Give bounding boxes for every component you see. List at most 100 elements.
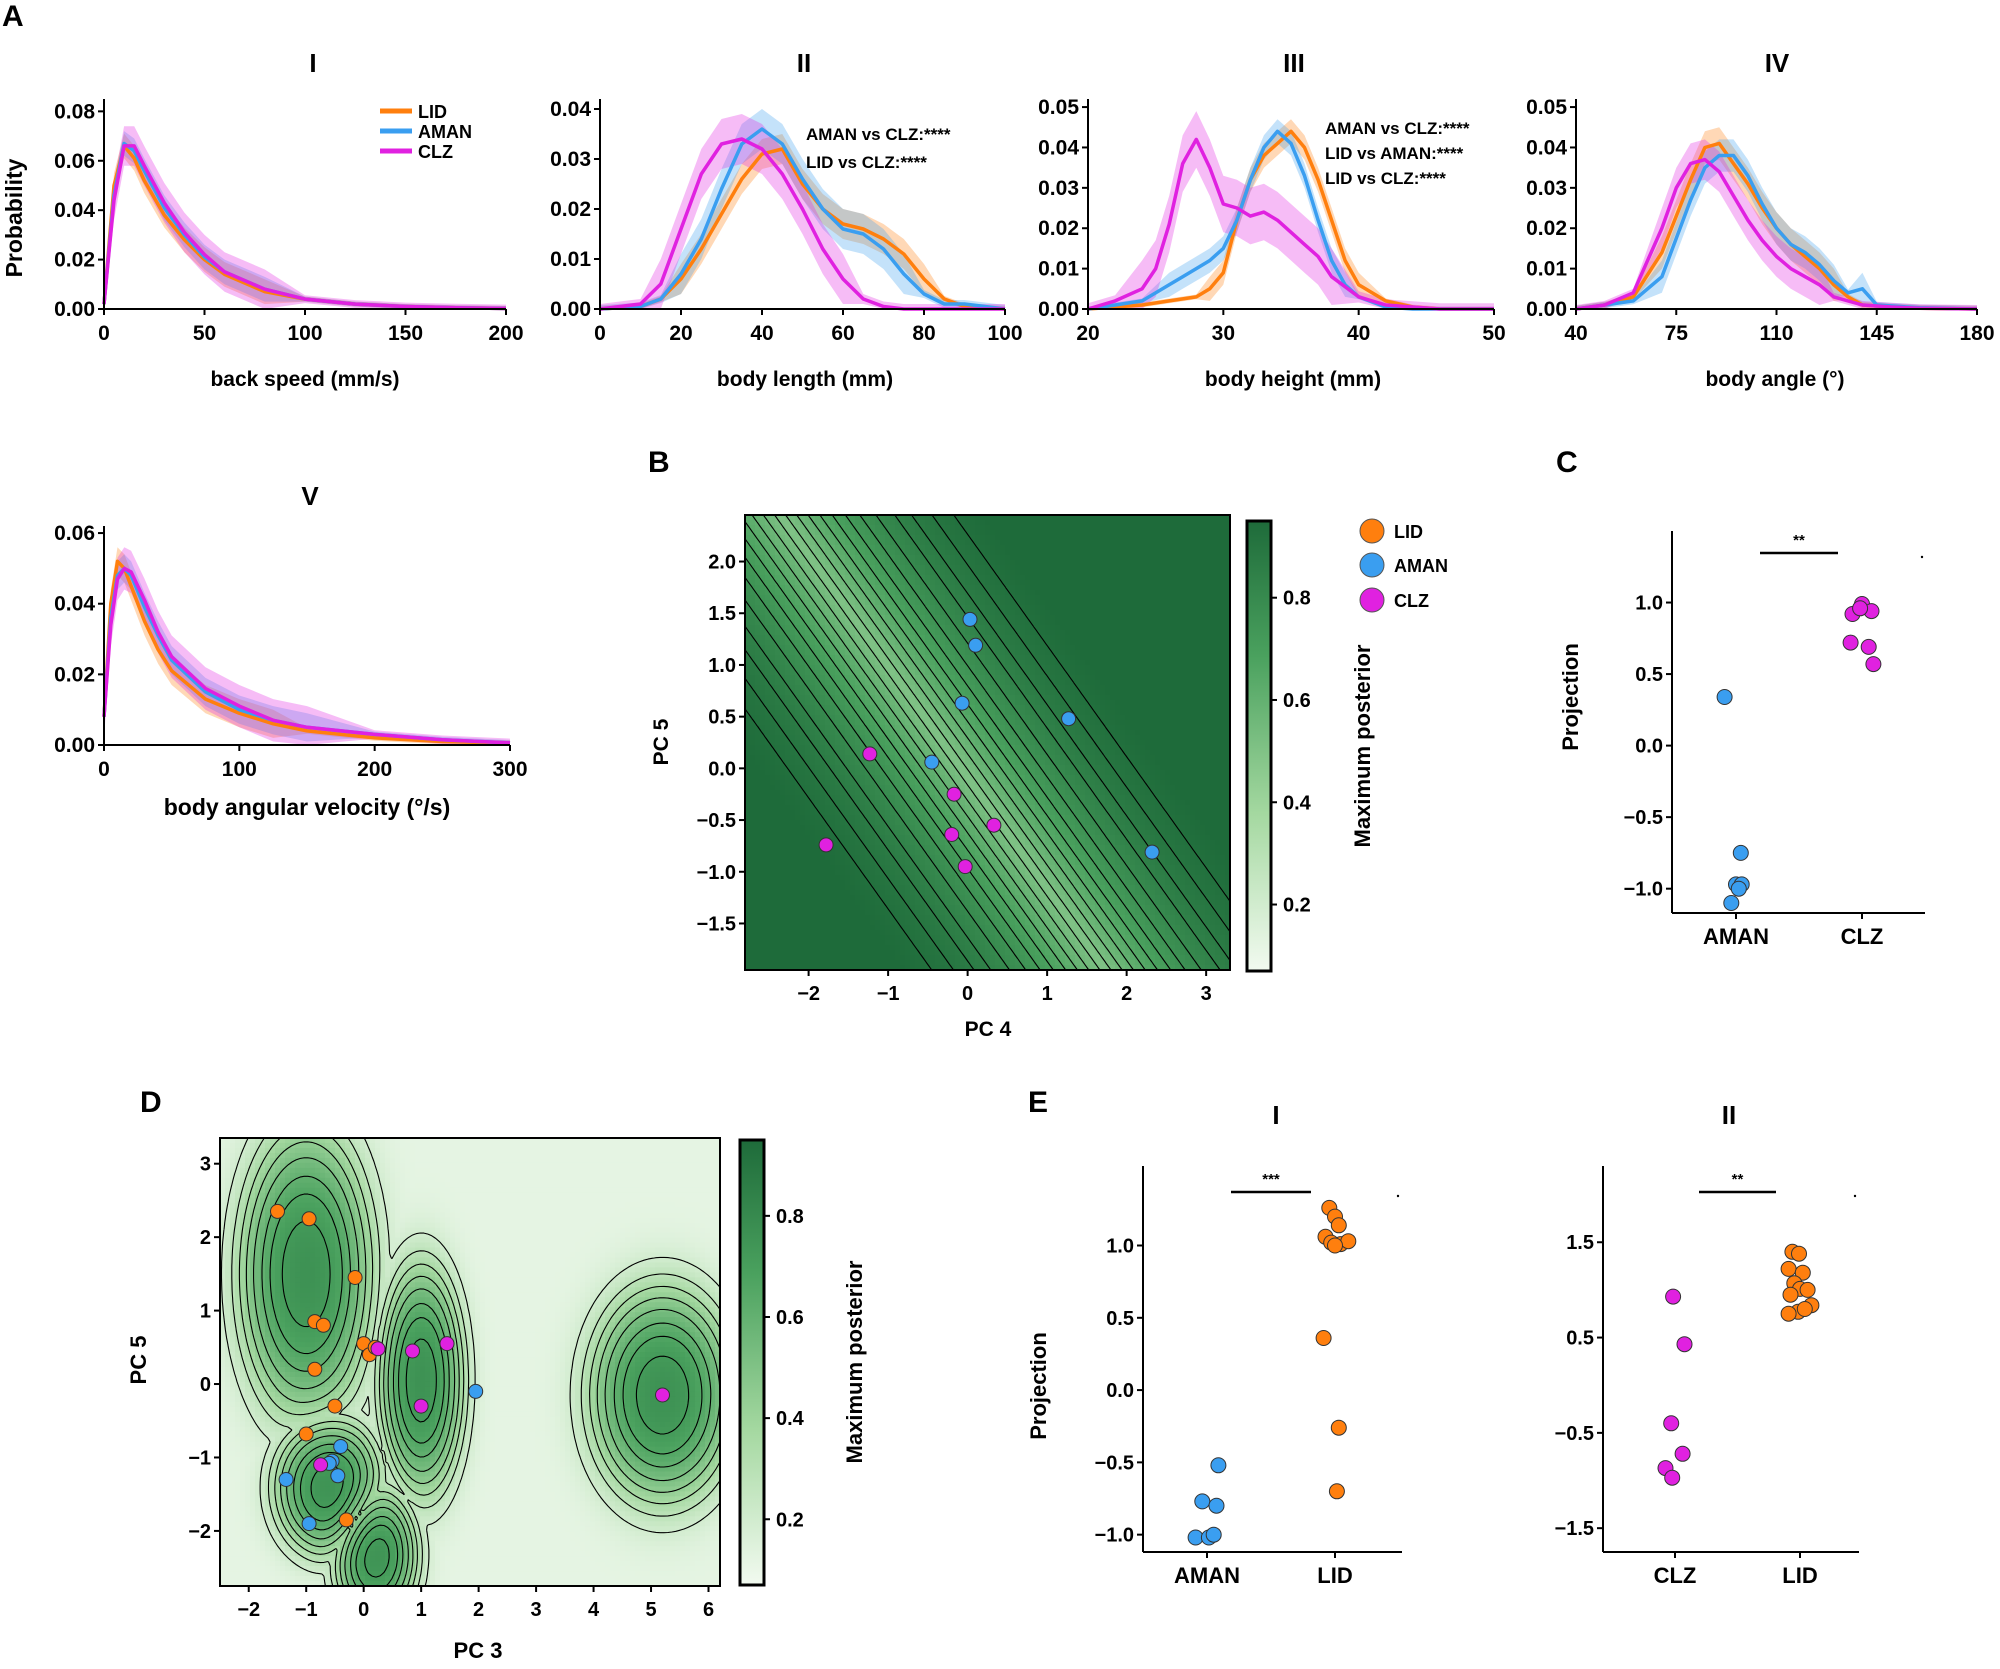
heat-cell xyxy=(1135,680,1141,686)
heat-cell xyxy=(910,555,916,561)
heat-cell xyxy=(1185,690,1191,696)
heat-cell xyxy=(915,575,921,581)
heat-cell xyxy=(990,705,996,711)
heat-cell xyxy=(1020,645,1026,651)
heat-cell xyxy=(1060,620,1066,626)
heat-cell xyxy=(765,525,771,531)
heat-cell xyxy=(900,700,906,706)
heat-cell xyxy=(1195,575,1201,581)
heat-cell xyxy=(960,630,966,636)
heat-cell xyxy=(830,540,836,546)
heat-cell xyxy=(1195,650,1201,656)
heat-cell xyxy=(1010,705,1016,711)
heat-cell xyxy=(1180,555,1186,561)
heat-cell xyxy=(920,605,926,611)
heat-cell xyxy=(830,580,836,586)
heat-cell xyxy=(980,680,986,686)
heat-cell xyxy=(765,645,771,651)
heat-cell xyxy=(910,580,916,586)
heat-cell xyxy=(865,665,871,671)
heat-cell xyxy=(965,690,971,696)
heat-cell xyxy=(1030,590,1036,596)
heat-cell xyxy=(1125,635,1131,641)
heat-cell xyxy=(935,690,941,696)
heat-cell xyxy=(1195,585,1201,591)
heat-cell xyxy=(975,660,981,666)
heat-cell xyxy=(1030,535,1036,541)
heat-cell xyxy=(850,540,856,546)
heat-cell xyxy=(920,680,926,686)
heat-cell xyxy=(955,575,961,581)
heat-cell xyxy=(1210,665,1216,671)
heat-cell xyxy=(1135,640,1141,646)
heat-cell xyxy=(865,685,871,691)
heat-cell xyxy=(985,650,991,656)
heat-cell xyxy=(1035,635,1041,641)
heat-cell xyxy=(825,520,831,526)
heat-cell xyxy=(950,760,956,766)
heat-cell xyxy=(785,520,791,526)
heat-cell xyxy=(1145,520,1151,526)
heat-cell xyxy=(1080,615,1086,621)
heat-cell xyxy=(1170,520,1176,526)
heat-cell xyxy=(1115,525,1121,531)
heat-cell xyxy=(775,550,781,556)
heat-cell xyxy=(1170,700,1176,706)
heat-cell xyxy=(1155,665,1161,671)
heat-cell xyxy=(1110,560,1116,566)
heat-cell xyxy=(1210,630,1216,636)
heat-cell xyxy=(860,515,866,521)
heat-cell xyxy=(925,550,931,556)
heat-cell xyxy=(1030,655,1036,661)
heat-cell xyxy=(760,710,766,716)
heat-cell xyxy=(865,550,871,556)
heat-cell xyxy=(790,755,796,761)
heat-cell xyxy=(1180,635,1186,641)
heat-cell xyxy=(960,655,966,661)
chart-b: −2 −1 0 1 2 3−1.5−1.0−0.50.00.51.01.52.0 PC 4… xyxy=(650,514,1448,1041)
heat-cell xyxy=(1040,670,1046,676)
heat-cell xyxy=(940,600,946,606)
heat-cell xyxy=(1180,660,1186,666)
heat-cell xyxy=(1200,685,1206,691)
heat-cell xyxy=(805,670,811,676)
heat-cell xyxy=(940,555,946,561)
heat-cell xyxy=(1220,635,1226,641)
heat-cell xyxy=(1020,625,1026,631)
heat-cell xyxy=(830,645,836,651)
heat-cell xyxy=(1080,520,1086,526)
heat-cell xyxy=(860,590,866,596)
heat-cell xyxy=(1075,755,1081,761)
heat-cell xyxy=(775,690,781,696)
heat-cell xyxy=(965,565,971,571)
heat-cell xyxy=(1075,760,1081,766)
heat-cell xyxy=(1070,645,1076,651)
heat-cell xyxy=(835,675,841,681)
heat-cell xyxy=(765,570,771,576)
heat-cell xyxy=(1155,705,1161,711)
heat-cell xyxy=(1200,645,1206,651)
heat-cell xyxy=(1030,730,1036,736)
heat-cell xyxy=(1030,575,1036,581)
heat-cell xyxy=(1135,540,1141,546)
heat-cell xyxy=(1060,580,1066,586)
heat-cell xyxy=(945,575,951,581)
heat-cell xyxy=(750,655,756,661)
heat-cell xyxy=(1045,705,1051,711)
heat-cell xyxy=(855,545,861,551)
heat-cell xyxy=(1155,700,1161,706)
heat-cell xyxy=(755,650,761,656)
heat-cell xyxy=(1095,550,1101,556)
heat-cell xyxy=(845,545,851,551)
heat-cell xyxy=(1065,705,1071,711)
heat-cell xyxy=(1150,520,1156,526)
heat-cell xyxy=(940,560,946,566)
heat-cell xyxy=(1115,665,1121,671)
heat-cell xyxy=(935,590,941,596)
heat-cell xyxy=(1085,740,1091,746)
heat-cell xyxy=(1095,665,1101,671)
heat-cell xyxy=(1080,565,1086,571)
heat-cell xyxy=(940,620,946,626)
heat-cell xyxy=(1035,610,1041,616)
heat-cell xyxy=(1095,700,1101,706)
